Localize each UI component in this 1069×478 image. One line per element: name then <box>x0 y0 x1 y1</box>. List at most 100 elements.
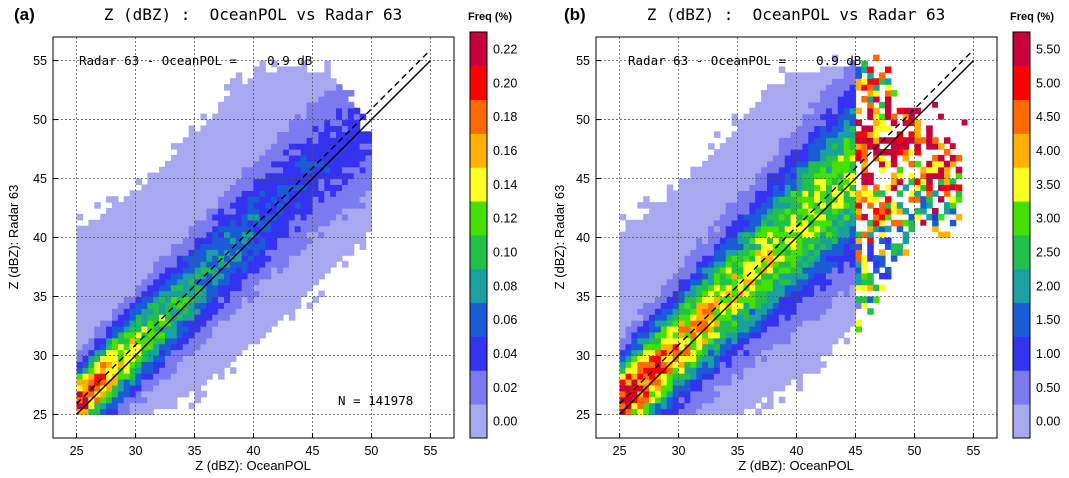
heatmap-cell <box>660 308 668 315</box>
heatmap-cell <box>129 213 137 221</box>
heatmap-cell <box>288 107 296 115</box>
heatmap-cell <box>182 320 190 327</box>
heatmap-cell <box>241 266 249 274</box>
heatmap-cell <box>719 178 727 186</box>
heatmap-cell <box>294 272 302 280</box>
heatmap-cell <box>194 325 202 333</box>
heatmap-cell <box>218 154 225 162</box>
heatmap-cell <box>123 196 131 203</box>
heatmap-cell <box>643 255 650 262</box>
heatmap-cell <box>731 396 739 404</box>
heatmap-cell <box>200 143 207 150</box>
heatmap-cell <box>159 208 166 215</box>
heatmap-cell <box>619 272 627 280</box>
heatmap-cell <box>277 125 284 132</box>
heatmap-cell <box>194 396 202 404</box>
heatmap-cell <box>336 243 343 250</box>
heatmap-cell <box>802 272 809 280</box>
heatmap-cell <box>235 119 243 127</box>
heatmap-cell <box>265 149 272 156</box>
heatmap-cell <box>802 320 809 327</box>
heatmap-cell <box>159 308 166 315</box>
heatmap-cell <box>837 143 845 150</box>
heatmap-cell <box>129 308 137 315</box>
heatmap-cell <box>678 178 686 186</box>
x-tick-label: 50 <box>907 444 921 458</box>
heatmap-cell <box>696 396 703 404</box>
heatmap-cell <box>731 355 739 362</box>
heatmap-cell <box>312 131 319 138</box>
heatmap-cell <box>743 113 750 121</box>
heatmap-cell <box>176 373 184 380</box>
heatmap-cell <box>235 284 243 292</box>
heatmap-cell <box>259 219 266 227</box>
heatmap-cell <box>318 125 325 132</box>
heatmap-cell <box>820 219 827 227</box>
heatmap-cell <box>772 355 780 362</box>
heatmap-cell <box>825 237 833 244</box>
heatmap-cell <box>336 196 343 203</box>
heatmap-cell <box>188 190 196 197</box>
heatmap-cell <box>324 166 331 174</box>
heatmap-cell <box>849 154 857 162</box>
heatmap-cell <box>224 213 231 221</box>
heatmap-cell <box>784 367 792 374</box>
heatmap-cell <box>814 149 821 156</box>
heatmap-cell <box>637 331 644 339</box>
heatmap-cell <box>194 208 202 215</box>
heatmap-cell <box>672 308 680 315</box>
heatmap-cell <box>808 314 815 321</box>
heatmap-cell <box>808 72 815 79</box>
heatmap-cell <box>772 95 780 103</box>
heatmap-cell <box>660 255 668 262</box>
heatmap-cell <box>294 78 302 85</box>
heatmap-cell <box>194 243 202 250</box>
heatmap-cell <box>76 384 84 392</box>
heatmap-cell <box>129 314 137 321</box>
heatmap-cell <box>82 349 89 357</box>
heatmap-cell <box>218 373 225 380</box>
heatmap-cell <box>288 113 296 121</box>
heatmap-cell <box>324 213 331 221</box>
heatmap-cell <box>761 272 768 280</box>
heatmap-cell <box>843 225 851 233</box>
heatmap-cell <box>761 143 768 150</box>
heatmap-cell <box>702 208 709 215</box>
heatmap-cell <box>737 255 745 262</box>
heatmap-cell <box>825 101 833 109</box>
heatmap-cell <box>861 261 868 268</box>
heatmap-cell <box>271 196 278 203</box>
heatmap-cell <box>879 166 886 174</box>
heatmap-cell <box>129 361 137 368</box>
heatmap-cell <box>294 225 302 233</box>
heatmap-cell <box>678 284 686 292</box>
heatmap-cell <box>825 154 833 162</box>
heatmap-cell <box>843 149 851 156</box>
colorbar-segment <box>1013 302 1030 337</box>
heatmap-cell <box>879 160 886 168</box>
heatmap-cell <box>654 243 662 250</box>
colorbar-tick-label: 3.50 <box>1036 178 1060 192</box>
heatmap-cell <box>855 107 862 115</box>
heatmap-cell <box>778 367 786 374</box>
heatmap-cell <box>831 154 839 162</box>
heatmap-cell <box>212 355 219 362</box>
heatmap-cell <box>737 373 745 380</box>
heatmap-cell <box>690 190 697 197</box>
heatmap-cell <box>259 302 266 309</box>
heatmap-cell <box>176 349 184 357</box>
heatmap-cell <box>306 143 314 150</box>
heatmap-cell <box>170 396 178 404</box>
heatmap-cell <box>106 231 113 239</box>
heatmap-cell <box>843 113 851 121</box>
heatmap-cell <box>117 278 125 286</box>
heatmap-cell <box>772 166 780 174</box>
heatmap-cell <box>277 237 284 244</box>
heatmap-cell <box>306 107 314 115</box>
heatmap-cell <box>111 349 119 357</box>
heatmap-cell <box>796 154 803 162</box>
heatmap-cell <box>359 231 367 239</box>
heatmap-cell <box>796 337 803 345</box>
heatmap-cell <box>749 166 756 174</box>
heatmap-cell <box>790 190 798 197</box>
